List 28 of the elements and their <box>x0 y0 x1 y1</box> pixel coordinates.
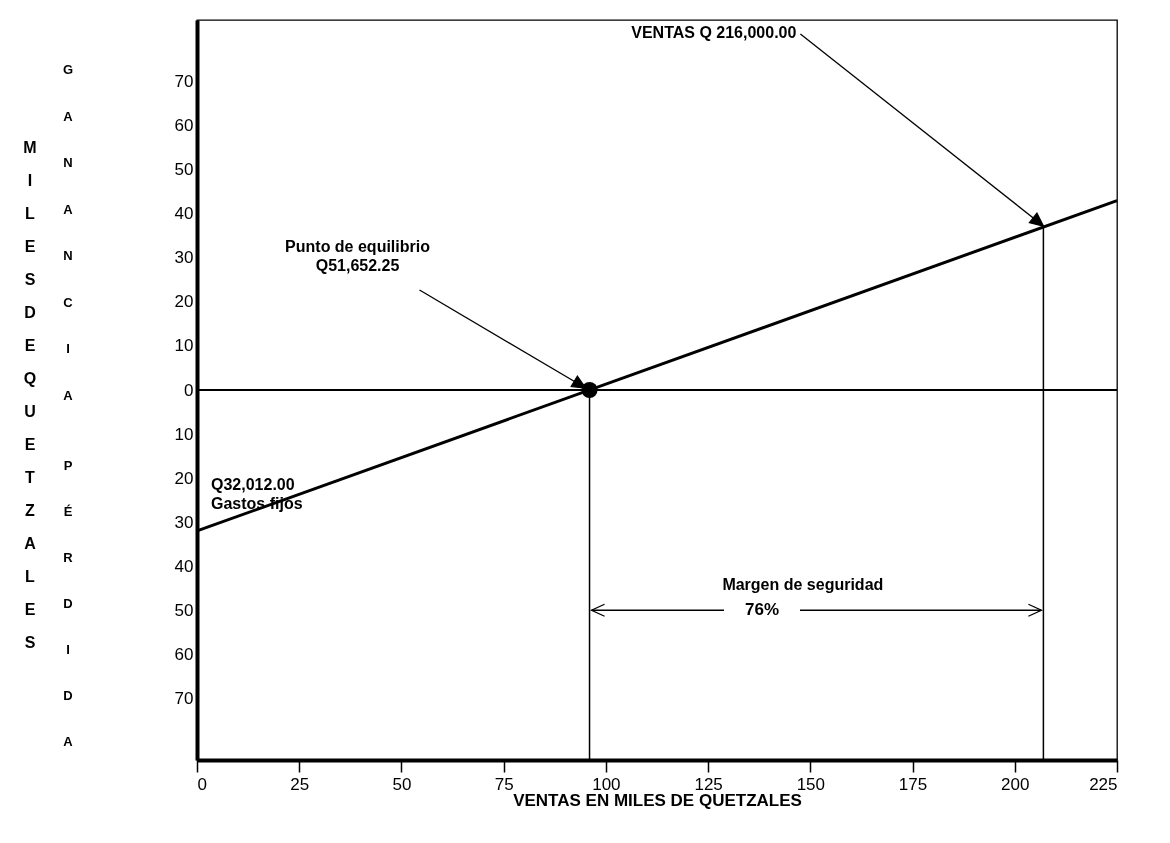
y-tick-label: 10 <box>174 424 194 444</box>
y-tick-label: 70 <box>174 72 194 92</box>
y-tick-label: 30 <box>174 512 194 532</box>
y-tick-label: 20 <box>174 292 194 312</box>
y-tick-label: 50 <box>174 600 194 620</box>
x-tick-label: 200 <box>1001 774 1030 794</box>
text: MILES DE QUETZALES <box>23 139 37 651</box>
x-tick-label: 25 <box>290 774 310 794</box>
y-tick-label: 0 <box>184 380 194 400</box>
y-tick-label: 60 <box>174 116 194 136</box>
y-tick-label: 70 <box>174 688 194 708</box>
y-tick-label: 10 <box>174 336 194 356</box>
annotation: Margen de seguridad 76% <box>722 576 884 619</box>
y-tick-label: 60 <box>174 644 194 664</box>
y-tick-label: 50 <box>174 160 194 180</box>
x-tick-label: 175 <box>898 774 928 794</box>
text: PÉRDIDA <box>63 458 73 749</box>
y-tick-label: 30 <box>174 248 194 268</box>
y-tick-label: 20 <box>174 468 194 488</box>
x-tick-label: 0 <box>197 774 207 794</box>
y-tick-label: 40 <box>174 204 194 224</box>
x-tick-label: 75 <box>494 774 514 794</box>
text: GANANCIA <box>62 62 74 403</box>
annotation: Punto de equilibrio Q51,652.25 <box>285 238 431 275</box>
annotation: VENTAS Q 216,000.00 <box>631 24 797 42</box>
y-tick-label: 40 <box>174 556 194 576</box>
x-tick-label: 50 <box>392 774 412 794</box>
x-tick-label: 225 <box>1089 774 1118 794</box>
